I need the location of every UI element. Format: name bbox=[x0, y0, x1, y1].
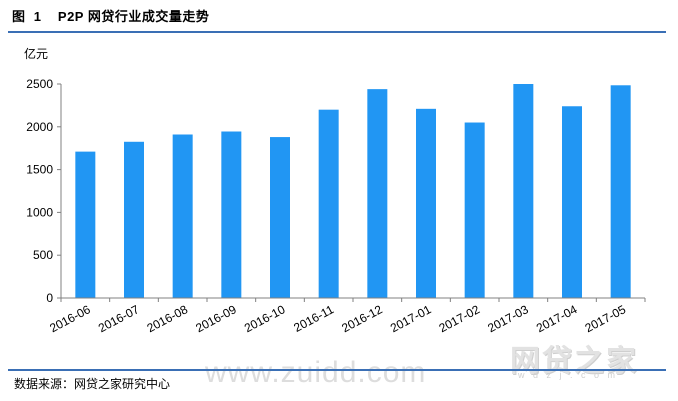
x-tick-label: 2016-09 bbox=[193, 302, 239, 335]
y-axis-label: 亿元 bbox=[24, 46, 48, 61]
watermark: www.zuidd.com bbox=[205, 356, 427, 389]
x-tick-label: 2016-12 bbox=[339, 302, 385, 335]
bar bbox=[464, 122, 485, 299]
y-tick-label: 1000 bbox=[26, 205, 53, 219]
brand-logo: 网贷之家 w d z j . c o m bbox=[510, 336, 660, 380]
figure-title: 图 1 P2P 网贷行业成交量走势 bbox=[12, 9, 210, 24]
x-axis-ticks: 2016-06 2016-07 2016-08 2016-09 2016-10 2016-… bbox=[47, 298, 646, 335]
bar bbox=[172, 134, 193, 298]
bars-group bbox=[75, 84, 631, 299]
y-axis-ticks: 0 500 1000 1500 2000 2500 bbox=[26, 77, 61, 305]
bar bbox=[562, 106, 582, 298]
logo-sub-text: w d z j . c o m bbox=[518, 370, 619, 380]
top-rule bbox=[8, 31, 666, 33]
bar bbox=[124, 141, 144, 298]
bottom-rule bbox=[8, 369, 666, 371]
bar bbox=[416, 108, 436, 298]
bar bbox=[513, 84, 534, 298]
x-tick-label: 2017-02 bbox=[437, 302, 483, 335]
x-tick-label: 2016-08 bbox=[145, 302, 191, 335]
bar bbox=[221, 131, 242, 298]
x-tick-label: 2017-01 bbox=[388, 302, 434, 335]
x-tick-label: 2016-07 bbox=[96, 302, 142, 335]
bar bbox=[270, 137, 290, 298]
data-source-note: 数据来源：网贷之家研究中心 bbox=[14, 377, 171, 391]
y-tick-label: 500 bbox=[33, 248, 53, 262]
x-tick-label: 2016-06 bbox=[47, 302, 93, 335]
x-tick-label: 2017-03 bbox=[485, 302, 531, 335]
bar bbox=[318, 109, 339, 299]
y-tick-label: 2000 bbox=[26, 120, 53, 134]
bar bbox=[610, 85, 631, 298]
y-tick-label: 1500 bbox=[26, 163, 53, 177]
logo-main-text: 网贷之家 bbox=[510, 345, 638, 378]
x-tick-label: 2016-10 bbox=[242, 302, 288, 335]
y-tick-label: 2500 bbox=[26, 77, 53, 91]
bar bbox=[75, 151, 96, 298]
x-tick-label: 2016-11 bbox=[291, 302, 336, 335]
y-tick-label: 0 bbox=[46, 291, 53, 305]
bar bbox=[367, 89, 388, 298]
x-tick-label: 2017-04 bbox=[534, 302, 580, 335]
x-tick-label: 2017-05 bbox=[583, 302, 629, 335]
